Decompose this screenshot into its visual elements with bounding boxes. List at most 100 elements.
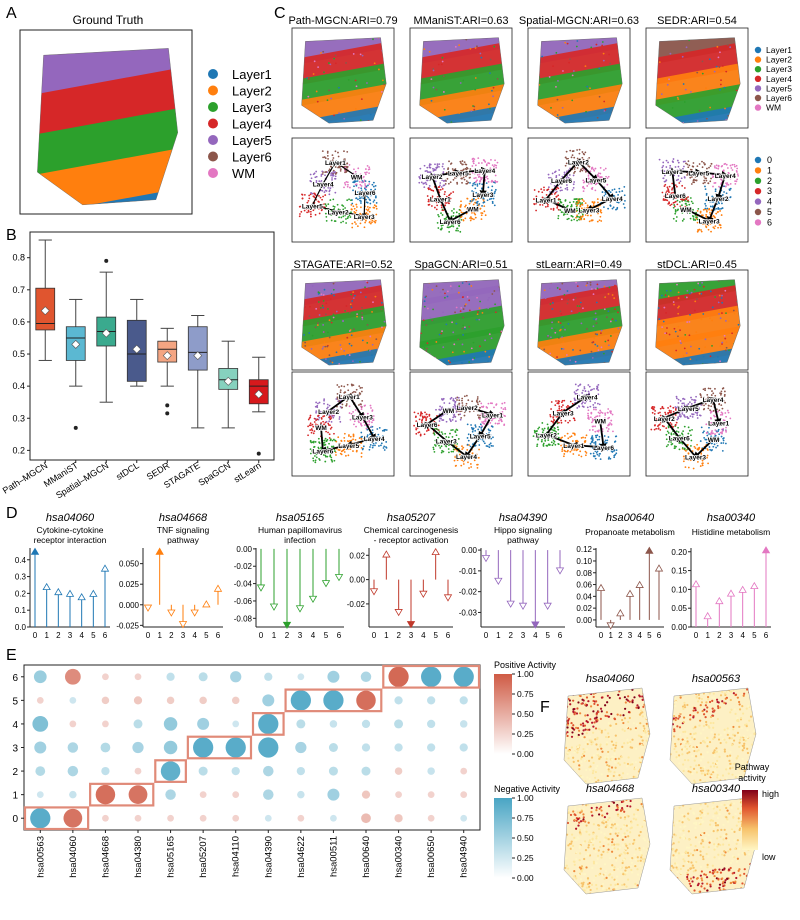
graph-spot: [459, 418, 462, 421]
activity-dot: [290, 690, 311, 711]
tissue-spot: [700, 292, 703, 295]
graph-spot: [690, 183, 693, 185]
graph-spot: [716, 211, 719, 214]
graph-spot: [334, 450, 336, 452]
graph-spot: [363, 180, 366, 183]
graph-spot: [676, 203, 679, 206]
graph-spot: [359, 422, 362, 425]
graph-spot: [670, 410, 672, 412]
graph-spot: [599, 167, 602, 169]
graph-spot: [450, 192, 452, 195]
graph-spot: [545, 193, 548, 196]
graph-spot: [307, 434, 309, 437]
stem-marker: [143, 604, 153, 612]
graph-spot: [576, 219, 578, 222]
graph-spot: [721, 449, 724, 452]
tissue-spot: [361, 318, 364, 321]
x-tick-label: 2: [618, 631, 623, 640]
graph-spot: [711, 430, 713, 432]
tissue-spot: [699, 284, 701, 287]
graph-spot: [665, 159, 668, 162]
graph-spot: [448, 451, 450, 454]
graph-spot: [674, 414, 677, 416]
tissue-spot: [439, 291, 442, 294]
graph-spot: [665, 445, 668, 448]
pathway-name: infection: [284, 535, 316, 545]
graph-spot: [353, 181, 356, 184]
x-tick-label: 5: [324, 631, 329, 640]
graph-spot: [478, 203, 481, 205]
graph-spot: [683, 165, 685, 168]
tissue-spot: [374, 295, 377, 298]
graph-spot: [677, 416, 680, 419]
graph-spot: [720, 390, 723, 393]
graph-spot: [598, 219, 601, 222]
tissue-spot: [684, 296, 687, 298]
graph-spot: [314, 441, 317, 443]
tissue-spot: [466, 296, 469, 298]
tissue-spot: [613, 297, 616, 300]
graph-spot: [700, 229, 702, 231]
graph-spot: [678, 448, 681, 451]
graph-spot: [309, 429, 312, 432]
graph-spot: [486, 199, 489, 202]
graph-spot: [325, 440, 328, 442]
graph-spot: [349, 216, 352, 218]
activity-dot: [394, 767, 403, 775]
tissue-spot: [333, 114, 335, 117]
graph-spot: [549, 415, 552, 418]
cluster-legend-label: 2: [767, 176, 772, 186]
graph-spot: [343, 385, 346, 388]
graph-spot: [325, 171, 328, 173]
tissue-spot: [600, 329, 603, 332]
graph-spot: [594, 402, 596, 404]
graph-spot: [573, 391, 576, 393]
tissue-spot: [543, 348, 546, 351]
graph-spot: [449, 432, 451, 435]
graph-spot: [443, 402, 446, 404]
graph-spot: [569, 149, 572, 152]
tissue-spot: [556, 356, 558, 358]
graph-spot: [324, 194, 327, 196]
tissue-spot: [561, 336, 563, 339]
tissue-spot: [330, 292, 333, 295]
graph-spot: [552, 442, 555, 445]
graph-spot: [366, 164, 369, 167]
tissue-spot: [324, 345, 327, 348]
panel-a: Ground Truth Layer1Layer2Layer3Layer4Lay…: [19, 13, 272, 215]
graph-spot: [676, 199, 679, 202]
tissue-spot: [308, 315, 311, 318]
graph-spot: [367, 184, 369, 187]
graph-spot: [583, 200, 585, 203]
tissue-spot: [317, 322, 319, 324]
graph-spot: [674, 166, 677, 168]
tissue-spot: [719, 88, 721, 91]
graph-spot: [615, 208, 617, 211]
tissue-spot: [603, 100, 606, 103]
cluster-legend-label: 6: [767, 217, 772, 227]
tissue-spot: [353, 332, 356, 335]
tissue-spot: [474, 88, 477, 91]
y-tick-label: 0.000: [119, 601, 140, 610]
graph-spot: [581, 402, 583, 405]
graph-spot: [337, 436, 340, 439]
panel-letter-c: C: [274, 5, 286, 22]
graph-spot: [734, 182, 737, 185]
tissue-spot: [304, 341, 307, 344]
x-tick-label: 2: [508, 631, 513, 640]
tissue-spot: [476, 296, 478, 299]
tissue-spot: [671, 106, 674, 109]
graph-spot: [696, 417, 699, 419]
graph-spot: [469, 173, 471, 176]
graph-spot: [352, 205, 355, 208]
graph-spot: [655, 427, 658, 430]
graph-spot: [328, 193, 331, 196]
activity-dot: [297, 790, 305, 799]
tissue-spot: [425, 324, 428, 326]
stem-marker: [42, 582, 51, 591]
graph-spot: [591, 188, 594, 191]
graph-spot: [718, 409, 721, 412]
graph-spot: [498, 419, 500, 422]
tissue-spot: [551, 321, 553, 324]
graph-spot: [363, 405, 366, 407]
